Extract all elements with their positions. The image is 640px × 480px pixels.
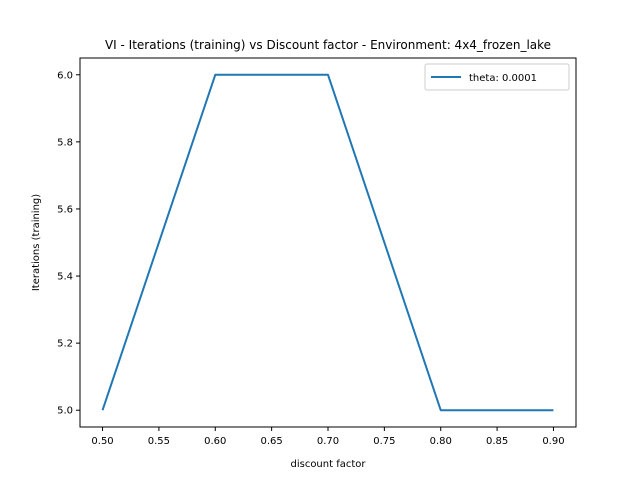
y-tick-label: 5.8 [57, 137, 73, 148]
legend: theta: 0.0001 [424, 63, 570, 91]
y-axis-label: Iterations (training) [31, 194, 42, 291]
y-tick-label: 5.6 [57, 204, 73, 215]
x-tick-label: 0.60 [204, 436, 226, 447]
x-tick-label: 0.85 [486, 436, 508, 447]
x-tick-label: 0.75 [373, 436, 395, 447]
x-tick-label: 0.65 [261, 436, 283, 447]
legend-box [424, 63, 570, 91]
x-tick-label: 0.50 [91, 436, 113, 447]
series-line [101, 73, 554, 412]
y-tick-label: 5.0 [57, 406, 73, 417]
y-tick-label: 5.2 [57, 339, 73, 350]
y-tick-label: 6.0 [57, 70, 73, 81]
x-tick-label: 0.90 [542, 436, 564, 447]
y-tick-label: 5.4 [57, 272, 73, 283]
x-tick-label: 0.55 [148, 436, 170, 447]
x-tick-label: 0.80 [430, 436, 452, 447]
legend-label: theta: 0.0001 [469, 73, 537, 84]
x-axis-label: discount factor [290, 459, 366, 470]
chart-title: VI - Iterations (training) vs Discount f… [105, 38, 551, 52]
x-tick-label: 0.70 [317, 436, 339, 447]
plot-frame [79, 57, 577, 428]
